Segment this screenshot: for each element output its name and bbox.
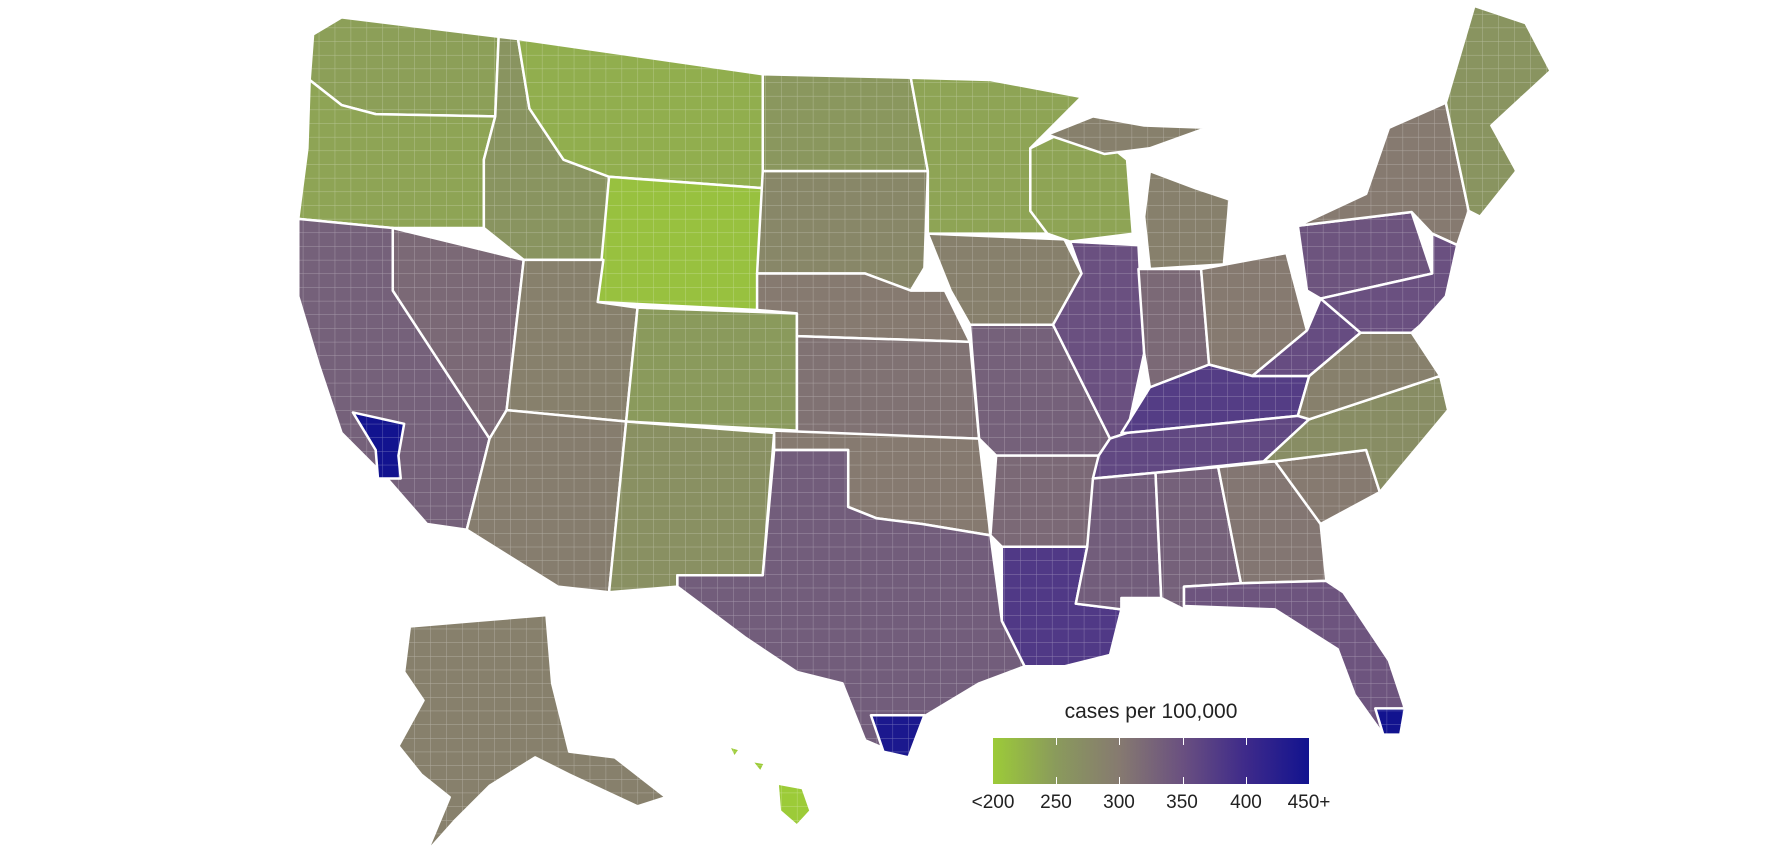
legend-label: <200 — [971, 792, 1015, 813]
legend-label: 300 — [1103, 792, 1135, 813]
legend-tick — [1182, 738, 1184, 784]
legend-tick — [1056, 738, 1058, 784]
county-lines-co — [626, 307, 797, 431]
county-lines-ga — [1218, 461, 1327, 584]
county-lines-nc — [1263, 375, 1449, 493]
county-lines-wv — [1252, 298, 1361, 376]
legend-tick — [1245, 738, 1247, 784]
county-lines-oh — [1201, 253, 1307, 376]
county-lines-ms — [1075, 472, 1162, 610]
county-lines-wy — [597, 176, 763, 310]
legend-label: 250 — [1040, 792, 1072, 813]
county-lines-mid-atlantic — [1320, 233, 1458, 333]
county-lines-miami-hotspot — [1375, 708, 1405, 735]
county-lines-or — [298, 79, 496, 228]
county-lines-ar — [990, 455, 1099, 547]
county-lines-hi — [728, 745, 740, 758]
county-lines-nd — [762, 74, 928, 172]
county-lines-ak — [398, 615, 666, 852]
county-lines-nm — [609, 421, 775, 593]
county-lines-sd — [757, 171, 928, 291]
county-lines-fl — [1184, 580, 1406, 735]
county-lines-ut — [506, 259, 638, 422]
county-lines-ia — [927, 233, 1082, 325]
county-lines-pa — [1297, 212, 1433, 299]
county-lines-ky — [1121, 364, 1310, 433]
county-lines-ny — [1297, 102, 1469, 246]
county-lines-in — [1138, 268, 1210, 388]
legend-label: 450+ — [1287, 792, 1331, 813]
legend-tick — [1119, 738, 1121, 784]
county-lines-mt — [518, 39, 763, 189]
county-lines-ks — [796, 336, 980, 439]
legend-label: 350 — [1166, 792, 1198, 813]
county-lines-va — [1297, 332, 1441, 420]
county-lines-mi — [1144, 171, 1230, 269]
county-lines-new-england — [1445, 5, 1551, 217]
county-lines-south-tx-hotspot — [870, 715, 925, 758]
county-lines-nv — [392, 227, 524, 439]
county-lines-ne — [757, 273, 970, 342]
county-lines-wa — [309, 17, 499, 117]
county-lines-ok — [774, 430, 991, 536]
legend-color-bar — [993, 738, 1309, 784]
county-lines-mn — [910, 77, 1082, 234]
legend-label: 400 — [1230, 792, 1262, 813]
county-lines-hi — [751, 760, 766, 773]
county-lines-il — [1053, 241, 1145, 439]
county-lines-mo — [969, 324, 1110, 456]
county-lines-id — [483, 36, 610, 260]
county-lines-hi — [777, 783, 811, 826]
county-lines-la — [1001, 546, 1122, 667]
county-lines-tx — [677, 449, 1025, 758]
county-lines-socal-hotspot — [352, 412, 405, 479]
county-lines-al — [1155, 467, 1241, 610]
legend-title: cases per 100,000 — [1064, 700, 1238, 723]
county-lines-sc — [1275, 449, 1380, 524]
county-lines-ca — [298, 218, 490, 530]
county-lines-tn — [1092, 415, 1310, 479]
county-lines-az — [466, 410, 627, 593]
county-lines-mi — [1047, 116, 1207, 154]
